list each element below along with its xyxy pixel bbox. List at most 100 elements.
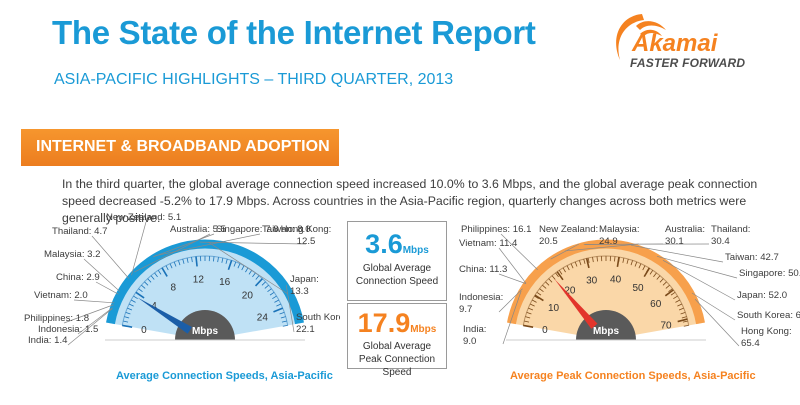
peak-gauge-minor-tick [555,272,559,278]
avg-leader-line [285,285,295,333]
peak-country-name: Hong Kong: [741,326,792,337]
peak-country-value: 30.1 [665,236,684,247]
peak-leader-line [565,243,640,252]
avg-gauge-major-tick [254,278,263,287]
page-title: The State of the Internet Report [52,14,536,51]
avg-gauge-ring [106,239,304,325]
avg-country-label: New Zealand: 5.1 [106,212,181,223]
avg-leader-line [154,233,261,257]
avg-gauge-minor-tick [280,316,286,319]
peak-country-value: 30.4 [711,236,730,247]
peak-country-name: Thailand: [711,224,750,235]
avg-gauge-minor-tick [178,260,181,266]
peak-country-label: Japan: 52.0 [737,290,787,301]
peak-gauge-minor-tick [638,263,642,269]
avg-gauge-minor-tick [233,261,237,267]
peak-gauge-minor-tick [622,257,625,263]
avg-gauge-major-tick [195,256,198,267]
avg-gauge-major-tick [161,267,168,277]
peak-gauge-minor-tick [562,267,566,273]
peak-leader-line [500,233,538,271]
avg-gauge-major-tick [122,324,133,328]
global-avg-speed-box: 3.6Mbps Global Average Connection Speed [347,221,447,301]
peak-gauge-major-tick [534,294,544,302]
avg-leader-line [83,258,121,292]
avg-gauge-minor-tick [261,281,266,286]
avg-country-value: 13.3 [290,286,309,297]
peak-leader-line [550,243,580,260]
global-avg-speed-unit: Mbps [402,245,429,256]
avg-country-name: South Korea: [296,312,340,323]
avg-gauge-tick-label: 12 [193,274,205,285]
peak-country-value: 9.0 [463,336,476,347]
global-peak-speed-label: Global Average Peak Connection Speed [358,341,436,378]
peak-country-label: Hong Kong: 65.4 [741,326,792,349]
peak-gauge-minor-tick [614,256,616,262]
avg-gauge-minor-tick [217,257,219,263]
peak-leader-line [694,298,740,347]
avg-gauge-minor-tick [150,275,155,280]
section-banner [21,129,339,166]
peak-gauge-minor-tick [596,256,598,262]
global-peak-speed-unit: Mbps [410,324,437,335]
peak-gauge-minor-tick [665,284,670,289]
peak-gauge-minor-tick [536,291,542,296]
peak-gauge-minor-tick [566,265,570,271]
peak-gauge-face [507,240,705,340]
peak-gauge-minor-tick [677,303,683,307]
peak-gauge-needle [554,278,598,329]
peak-gauge-minor-tick [524,320,530,323]
peak-speed-gauge-caption: Average Peak Connection Speeds, Asia-Pac… [510,370,756,382]
peak-gauge-tick-label: 70 [660,321,672,332]
avg-country-name: Japan: [290,274,319,285]
avg-country-value: 22.1 [296,324,315,335]
avg-gauge-minor-tick [213,256,215,262]
avg-gauge-tick-label: 0 [141,325,147,336]
avg-gauge-hub [175,310,235,340]
peak-leader-line [498,288,523,313]
peak-leader-line [498,247,527,284]
peak-country-name: Australia: [665,224,705,235]
global-peak-speed-box: 17.9Mbps Global Average Peak Connection … [347,303,447,378]
avg-gauge-minor-tick [124,316,130,319]
avg-leader-line [63,304,114,324]
peak-country-label: South Korea: 63.6 [737,310,800,321]
avg-gauge-minor-tick [130,299,136,303]
avg-gauge-major-tick [135,291,145,299]
peak-gauge-tick-label: 10 [548,303,560,314]
peak-country-label: Philippines: 16.1 [461,224,531,235]
peak-country-label: India: 9.0 [463,324,486,347]
avg-gauge-minor-tick [264,284,269,289]
peak-gauge-minor-tick [659,278,664,283]
avg-gauge-tick-label: 4 [151,301,157,312]
avg-country-label: Australia: 5.5 [170,224,226,235]
avg-leader-line [131,221,147,276]
avg-gauge-minor-tick [241,265,245,271]
peak-gauge-minor-tick [626,258,629,264]
avg-gauge-minor-tick [279,311,285,315]
avg-speed-gauge-caption: Average Connection Speeds, Asia-Pacific [116,370,333,382]
page-subtitle: ASIA-PACIFIC HIGHLIGHTS – THIRD QUARTER,… [54,71,454,88]
avg-gauge-minor-tick [173,261,177,267]
avg-gauge-minor-tick [191,257,193,263]
peak-gauge-minor-tick [642,265,646,271]
peak-gauge-minor-tick [682,320,688,323]
avg-leader-line [77,307,113,335]
peak-gauge-minor-tick [656,275,661,280]
avg-gauge-minor-tick [138,288,143,293]
peak-gauge-minor-tick [570,263,574,269]
peak-country-name: India: [463,324,486,335]
section-banner-title: INTERNET & BROADBAND ADOPTION [36,138,330,155]
avg-country-label: Taiwan: 8.0 [262,224,311,235]
peak-gauge-minor-tick [662,281,667,286]
peak-gauge-minor-tick [583,258,586,264]
avg-gauge-major-tick [227,260,233,271]
avg-gauge-minor-tick [186,257,189,263]
avg-gauge-minor-tick [281,320,287,323]
avg-country-label: India: 1.4 [28,335,68,346]
peak-gauge-major-tick [585,258,590,269]
avg-gauge-minor-tick [255,275,260,280]
peak-gauge-minor-tick [551,275,556,280]
